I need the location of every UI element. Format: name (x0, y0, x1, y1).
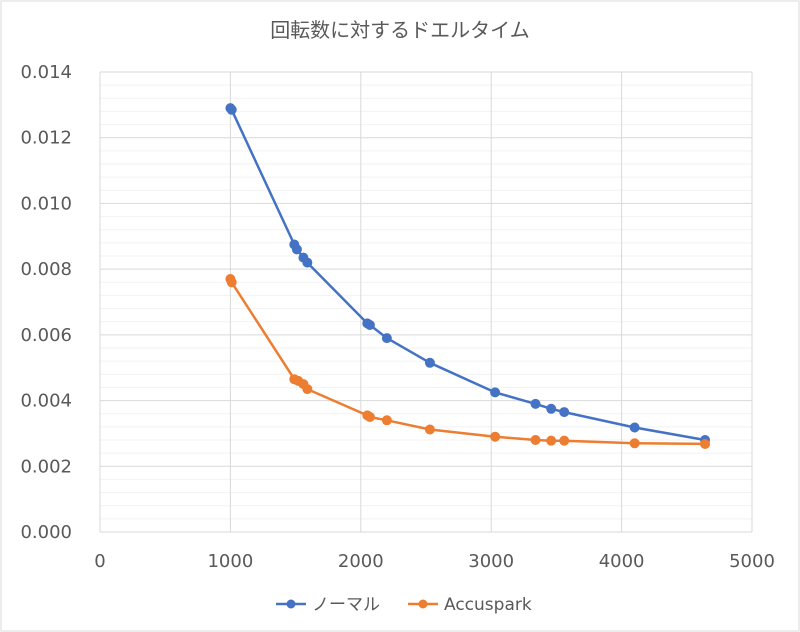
y-tick-label: 0.012 (20, 128, 72, 149)
chart-title: 回転数に対するドエルタイム (270, 18, 530, 42)
data-point (302, 257, 313, 268)
y-tick-label: 0.008 (20, 259, 72, 280)
data-point (302, 384, 313, 395)
legend: ノーマル Accuspark (276, 595, 532, 615)
y-tick-label: 0.000 (20, 522, 72, 543)
data-point (530, 435, 541, 445)
x-tick-label: 4000 (599, 551, 645, 572)
data-point (226, 277, 237, 288)
data-point (629, 438, 640, 449)
x-tick-label: 0 (94, 551, 105, 572)
data-point (364, 412, 375, 422)
legend-label: ノーマル (312, 595, 380, 615)
y-tick-label: 0.010 (20, 193, 72, 214)
data-point (490, 431, 501, 442)
data-point (530, 398, 541, 409)
major-gridlines (99, 71, 753, 533)
x-tick-label: 1000 (207, 551, 253, 572)
data-point (629, 422, 640, 433)
series-points (225, 103, 711, 449)
data-point (700, 438, 711, 449)
y-tick-label: 0.014 (20, 62, 72, 83)
data-point (546, 435, 557, 446)
data-point (364, 320, 375, 330)
legend-marker (286, 599, 296, 609)
data-point (546, 403, 557, 414)
y-tick-label: 0.002 (20, 456, 72, 477)
data-point (424, 357, 435, 368)
data-point (381, 415, 392, 426)
x-tick-label: 3000 (468, 551, 514, 572)
data-point (424, 424, 435, 435)
data-point (291, 244, 302, 255)
y-tick-label: 0.006 (20, 325, 72, 346)
data-point (490, 387, 501, 398)
minor-gridlines (100, 84, 752, 520)
x-axis-tick-labels: 0 1000 2000 3000 4000 5000 (94, 551, 775, 572)
legend-marker (418, 599, 428, 609)
data-point (226, 104, 237, 115)
y-axis-tick-labels: 0.000 0.002 0.004 0.006 0.008 0.010 0.012 0.014 (20, 62, 72, 543)
x-tick-label: 2000 (338, 551, 384, 572)
legend-label: Accuspark (444, 595, 532, 615)
data-point (559, 435, 570, 446)
data-point (559, 407, 570, 418)
y-tick-label: 0.004 (20, 391, 72, 412)
x-tick-label: 5000 (729, 551, 775, 572)
data-point (381, 333, 392, 344)
